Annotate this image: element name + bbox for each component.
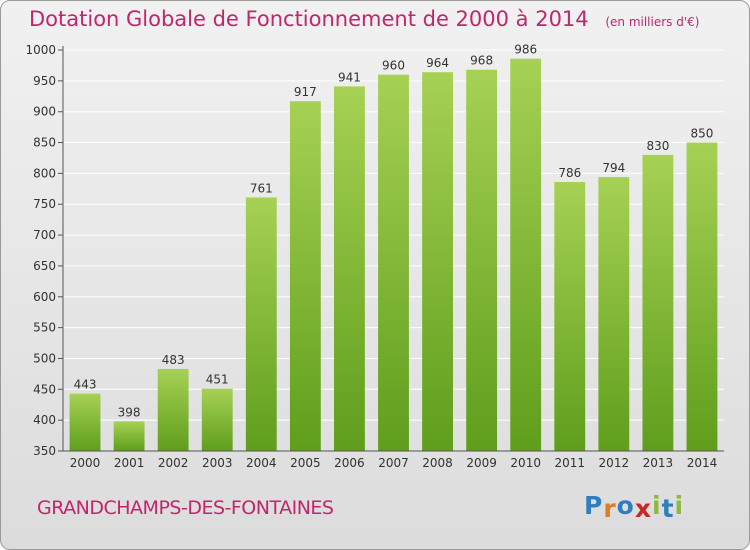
logo-letter: i [652, 491, 662, 520]
data-label-2000: 443 [74, 378, 97, 392]
y-axis-ticks: 350 400 450 500 550 600 650 700 750 800 850 900 950 1… [25, 43, 64, 458]
bar-2002 [157, 368, 189, 451]
bar-2008 [422, 72, 453, 451]
x-tick-label-2010: 2010 [510, 456, 541, 470]
commune-name: GRANDCHAMPS-DES-FONTAINES [37, 497, 334, 519]
logo-letter: r [603, 494, 617, 523]
x-axis-ticks: 2000 2001 2002 2003 2004 2005 2006 2007 2008 2009… [63, 450, 724, 470]
logo-letter: P [584, 491, 604, 520]
y-tick-label: 500 [33, 351, 56, 365]
chart-unit: (en milliers d'€) [605, 15, 700, 29]
x-tick-label-2007: 2007 [378, 456, 409, 470]
x-tick-label-2000: 2000 [70, 456, 101, 470]
data-label-2014: 850 [691, 127, 714, 141]
bars [69, 58, 718, 452]
data-labels: 443 398 483 451 761 917 941 960 964 968 986 786 794 8… [74, 43, 714, 420]
bar-2013 [642, 154, 674, 451]
logo-letter: t [661, 494, 675, 523]
x-tick-label-2012: 2012 [599, 456, 630, 470]
bar-2003 [201, 388, 233, 451]
logo-letter: i [674, 491, 685, 520]
bar-2000 [69, 393, 101, 451]
data-label-2009: 968 [470, 54, 493, 68]
bar-2007 [378, 74, 409, 451]
x-tick-label-2011: 2011 [554, 456, 585, 470]
x-tick-label-2002: 2002 [158, 456, 189, 470]
data-label-2010: 986 [514, 43, 537, 57]
logo-letter: o [616, 491, 635, 520]
y-tick-label: 450 [33, 382, 56, 396]
bar-2006 [334, 86, 365, 451]
y-tick-label: 400 [33, 413, 56, 427]
y-tick-label: 1000 [25, 43, 56, 57]
data-label-2007: 960 [382, 59, 405, 73]
data-label-2012: 794 [602, 161, 625, 175]
data-label-2006: 941 [338, 70, 361, 84]
y-tick-label: 750 [33, 197, 56, 211]
chart-title: Dotation Globale de Fonctionnement de 20… [29, 7, 699, 31]
x-tick-label-2009: 2009 [466, 456, 497, 470]
y-tick-label: 850 [33, 136, 56, 150]
y-tick-label: 350 [33, 444, 56, 458]
data-label-2011: 786 [558, 166, 581, 180]
bar-2010 [510, 58, 542, 451]
bar-2005 [289, 101, 321, 451]
bar-2001 [113, 421, 145, 451]
data-label-2002: 483 [162, 353, 185, 367]
data-label-2001: 398 [118, 405, 141, 419]
bar-2012 [598, 177, 630, 451]
data-label-2004: 761 [250, 181, 273, 195]
x-tick-label-2003: 2003 [202, 456, 233, 470]
bar-2014 [686, 142, 718, 452]
data-label-2008: 964 [426, 56, 449, 70]
bar-2009 [466, 69, 498, 451]
data-label-2013: 830 [646, 139, 669, 153]
bar-2011 [554, 182, 586, 451]
x-tick-label-2005: 2005 [290, 456, 321, 470]
x-tick-label-2006: 2006 [334, 456, 365, 470]
proxiti-logo: Proxiti [584, 491, 685, 523]
y-tick-label: 650 [33, 259, 56, 273]
x-tick-label-2014: 2014 [687, 456, 718, 470]
y-tick-label: 700 [33, 228, 56, 242]
data-label-2003: 451 [206, 373, 229, 387]
bar-2004 [245, 197, 277, 451]
y-tick-label: 900 [33, 105, 56, 119]
y-tick-label: 600 [33, 290, 56, 304]
data-label-2005: 917 [294, 85, 317, 99]
y-tick-label: 950 [33, 74, 56, 88]
chart-title-text: Dotation Globale de Fonctionnement de 20… [29, 7, 589, 31]
x-tick-label-2013: 2013 [643, 456, 674, 470]
x-tick-label-2008: 2008 [422, 456, 453, 470]
x-tick-label-2004: 2004 [246, 456, 277, 470]
y-tick-label: 550 [33, 321, 56, 335]
x-tick-label-2001: 2001 [114, 456, 145, 470]
logo-letter: x [634, 494, 652, 523]
y-tick-label: 800 [33, 166, 56, 180]
